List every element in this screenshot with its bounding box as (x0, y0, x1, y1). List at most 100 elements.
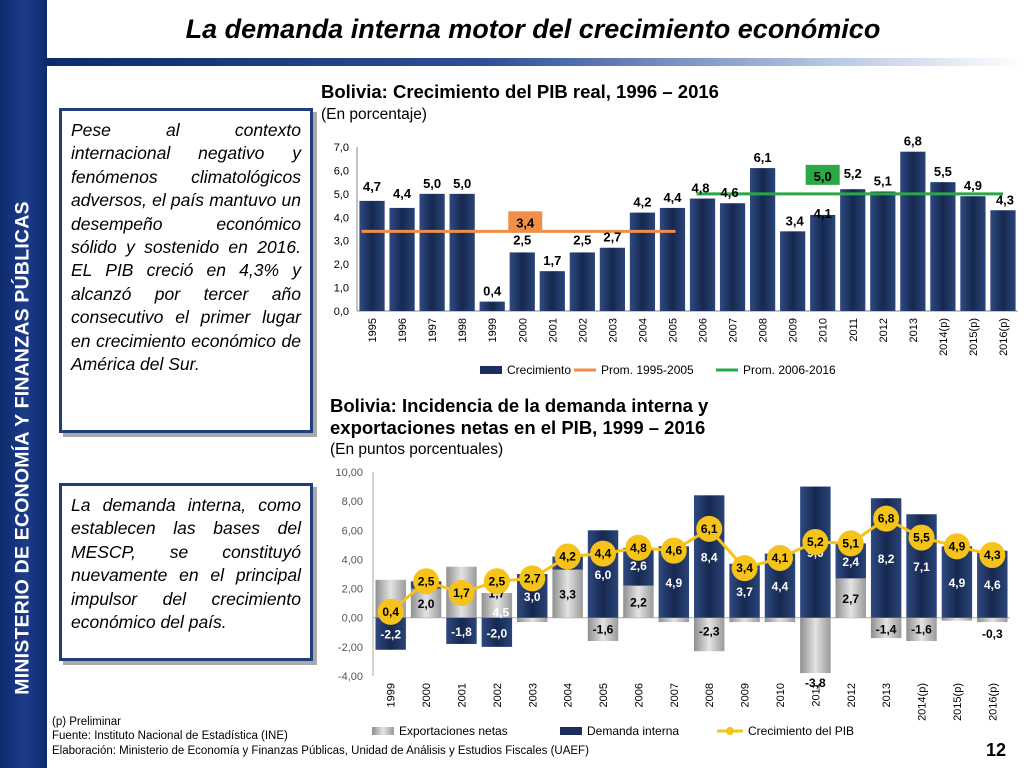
chart1-data-label: 3,4 (786, 213, 805, 228)
chart2-growth-marker (873, 505, 900, 532)
chart2-domestic-label: -1,8 (451, 625, 472, 639)
footnotes: (p) Preliminar Fuente: Instituto Naciona… (52, 715, 589, 758)
chart1-subtitle: (En porcentaje) (321, 106, 427, 123)
chart2-x-tick-label: 2004 (563, 683, 575, 707)
chart2-bar-exports (977, 617, 1008, 623)
chart1-y-tick-label: 2,0 (334, 259, 349, 271)
chart2-x-tick-label: 2011 (810, 683, 822, 707)
chart1-x-tick-label: 2014(p) (938, 318, 950, 356)
chart1-data-label: 5,2 (844, 166, 862, 181)
chart2-growth-label: 4,3 (984, 548, 1001, 562)
chart1-y-tick-label: 0,0 (334, 306, 349, 318)
chart1-avg-1995-2005-badge (508, 211, 543, 232)
chart2-x-tick-label: 2007 (669, 683, 681, 707)
demand-text-box: La demanda interna, como establecen las … (59, 483, 313, 661)
chart1-bar (960, 196, 986, 311)
chart2-growth-marker (519, 565, 546, 592)
chart1-data-label: 6,1 (754, 150, 772, 165)
chart1-bar (749, 168, 776, 311)
chart2-bar-exports (764, 617, 796, 623)
chart2-bar-exports (906, 617, 937, 642)
chart2-x-tick-label: 2013 (881, 683, 893, 707)
chart1-bar (509, 252, 535, 311)
demand-text: La demanda interna, como establecen las … (71, 495, 301, 633)
chart2-exports-label: -2,3 (699, 625, 720, 639)
chart2-bar-exports (623, 585, 654, 618)
chart1-bar (870, 191, 896, 311)
chart1-legend-avg2-label: Prom. 2006-2016 (743, 363, 836, 377)
chart2-domestic-label: 7,1 (913, 560, 930, 574)
chart2-bar-exports (658, 617, 690, 623)
chart2-exports-label: -3,8 (805, 676, 826, 690)
chart1-data-label: 4,1 (814, 206, 832, 221)
chart2-growth-label: 4,9 (949, 539, 966, 553)
chart1-bar (359, 200, 385, 311)
chart2-y-tick-label: 6,00 (342, 525, 363, 537)
chart1-x-tick-label: 2015(p) (968, 318, 980, 356)
chart1-x-tick-label: 2005 (667, 318, 679, 342)
chart2-domestic-label: 4,9 (949, 576, 966, 590)
chart1-bar (539, 271, 565, 311)
sidebar-banner: MINISTERIO DE ECONOMÍA Y FINANZAS PÚBLIC… (0, 0, 47, 768)
chart1-data-label: 2,5 (573, 232, 591, 247)
chart2-y-tick-label: 2,00 (342, 584, 363, 596)
page-number: 12 (985, 740, 1006, 760)
chart1-y-tick-label: 4,0 (334, 212, 349, 224)
chart1-data-label: 1,7 (543, 253, 561, 268)
chart1-x-tick-label: 1995 (367, 318, 379, 342)
chart2-x-tick-label: 2000 (421, 683, 433, 707)
chart2-growth-label: 5,5 (913, 531, 930, 545)
chart2-exports-label: 3,3 (559, 588, 576, 602)
chart1-y-tick-label: 3,0 (334, 236, 349, 248)
chart1-bar (990, 210, 1016, 311)
chart1-bar (810, 214, 836, 311)
chart2-bar-exports (835, 578, 866, 618)
chart2-growth-label: 0,4 (382, 605, 399, 619)
chart1-x-tick-label: 2016(p) (998, 318, 1010, 356)
chart2-growth-label: 3,4 (736, 561, 753, 575)
chart1-bar (689, 198, 716, 311)
chart2-bar-domestic (693, 495, 725, 618)
chart2-x-tick-label: 1999 (386, 683, 398, 707)
chart2-growth-label: 5,2 (807, 535, 824, 549)
chart1-title: Bolivia: Crecimiento del PIB real, 1996 … (321, 81, 719, 102)
chart1-x-tick-label: 1997 (427, 318, 439, 342)
chart1-y-tick-label: 7,0 (334, 142, 349, 154)
chart2-y-tick-label: -4,00 (338, 671, 363, 683)
chart2-exports-label: 2,7 (842, 592, 859, 606)
chart2-title: Bolivia: Incidencia de la demanda intern… (330, 395, 709, 438)
chart2-x-tick-label: 2002 (492, 683, 504, 707)
chart1-data-label: 4,2 (633, 195, 651, 210)
chart1-bar (599, 247, 626, 311)
chart2-domestic-label: 4,4 (772, 580, 789, 594)
chart2-domestic-label: -2,2 (380, 628, 401, 642)
chart1-x-tick-label: 2001 (547, 318, 559, 342)
chart1-data-label: 4,6 (721, 185, 739, 200)
chart2-growth-marker (908, 524, 935, 551)
chart1-x-tick-label: 1999 (487, 318, 499, 342)
chart2-growth-marker (696, 515, 723, 542)
chart1-x-tick-label: 2012 (878, 318, 890, 342)
chart2-growth-label: 2,5 (418, 574, 435, 588)
chart1-legend-bar-label: Crecimiento (507, 363, 571, 377)
chart2-y-tick-label: 8,00 (342, 496, 363, 508)
chart1-data-label: 6,8 (904, 134, 922, 149)
chart2-x-tick-label: 2015(p) (952, 683, 964, 721)
chart2-domestic-label: 8,2 (878, 552, 895, 566)
page-title: La demanda interna motor del crecimiento… (185, 14, 881, 44)
chart2-domestic-label: 2,4 (842, 555, 859, 569)
chart1-data-label: 2,5 (513, 232, 531, 247)
chart2-bar-domestic (446, 617, 477, 644)
footnote-prepared-by: Elaboración: Ministerio de Economía y Fi… (52, 744, 589, 757)
chart2-growth-marker (979, 542, 1006, 569)
chart2-bar-exports (517, 617, 548, 623)
chart2-growth-label: 4,4 (595, 547, 612, 561)
chart2-x-tick-label: 2010 (775, 683, 787, 707)
chart2-growth-label: 1,7 (453, 586, 470, 600)
chart2-domestic-label: -2,0 (487, 626, 508, 640)
chart2-growth-label: 2,5 (489, 574, 506, 588)
chart2-growth-marker (448, 579, 475, 606)
chart1-bar (659, 207, 686, 311)
chart2-growth-label: 5,1 (842, 536, 859, 550)
